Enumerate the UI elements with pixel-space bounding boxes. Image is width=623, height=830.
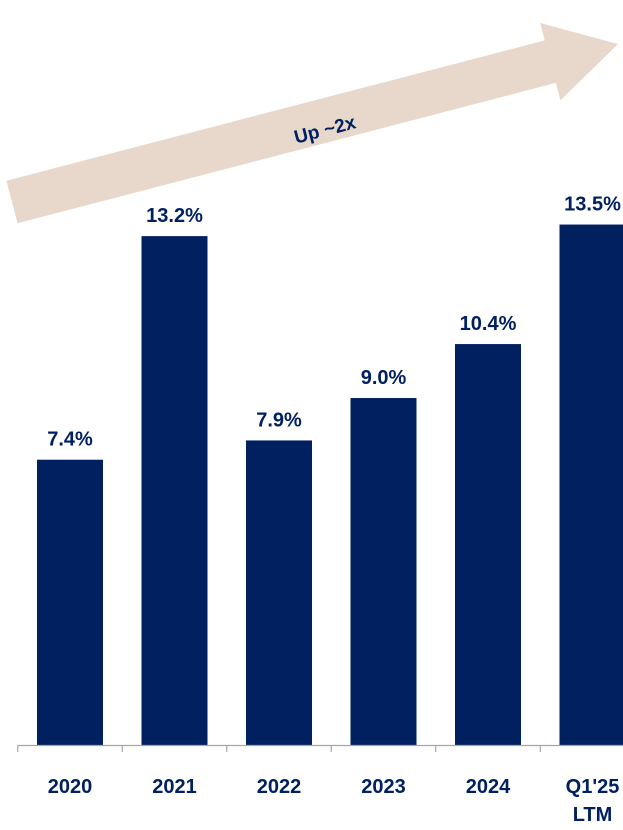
x-tick-label: Q1'25	[566, 776, 620, 798]
growth-arrow-shape	[6, 23, 618, 224]
data-label: 9.0%	[361, 367, 407, 389]
data-label: 10.4%	[460, 313, 517, 335]
x-axis: 2020 2021 2022 2023 2024 Q1'25 LTM	[17, 744, 623, 826]
data-label: 7.4%	[47, 429, 93, 451]
data-label: 13.5%	[564, 194, 621, 216]
bar-2024	[455, 344, 521, 745]
x-tick-label: 2022	[257, 776, 302, 798]
data-label: 7.9%	[256, 409, 302, 431]
x-tick-label: 2020	[48, 776, 93, 798]
data-label: 13.2%	[146, 205, 203, 227]
bar-2021	[141, 236, 208, 745]
bar-2023	[350, 398, 417, 745]
bar-2022	[246, 440, 312, 745]
data-labels: 7.4% 13.2% 7.9% 9.0% 10.4% 13.5%	[47, 194, 621, 451]
x-tick-label: 2024	[466, 776, 511, 798]
bar-q1-25-ltm	[559, 224, 623, 745]
bar-2020	[37, 459, 103, 745]
bars	[37, 224, 623, 745]
x-tick-label: 2023	[361, 776, 406, 798]
x-tick-label: LTM	[573, 804, 613, 826]
x-tick-label: 2021	[152, 776, 197, 798]
growth-arrow: Up ~2x	[6, 23, 618, 224]
